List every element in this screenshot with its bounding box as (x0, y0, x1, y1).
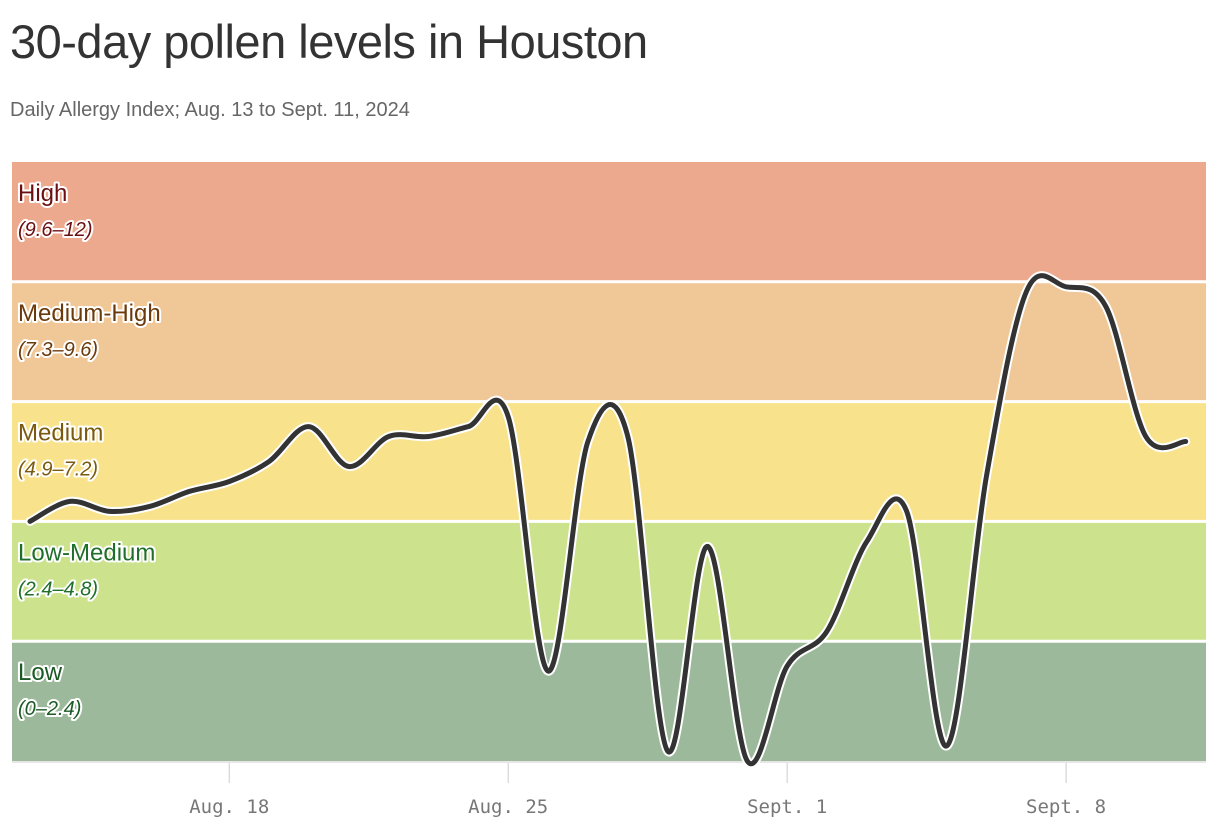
band-range-label: (7.3–9.6) (18, 339, 98, 361)
band-high (12, 162, 1206, 282)
data-point (462, 421, 474, 433)
data-point (383, 431, 395, 443)
data-point (423, 431, 435, 443)
data-point (1060, 281, 1072, 293)
data-point (702, 540, 714, 552)
band-low-medium (12, 521, 1206, 642)
data-point (741, 755, 753, 767)
data-point (24, 515, 36, 527)
x-tick-label: Sept. 1 (747, 796, 827, 818)
data-point (542, 665, 554, 677)
data-point (861, 535, 873, 547)
chart-subtitle: Daily Allergy Index; Aug. 13 to Sept. 11… (10, 99, 410, 121)
data-point (781, 660, 793, 672)
data-point (1020, 286, 1032, 298)
chart-title: 30-day pollen levels in Houston (10, 15, 648, 68)
data-point (1100, 301, 1112, 313)
data-point (144, 500, 156, 512)
data-point (980, 471, 992, 483)
x-tick-label: Sept. 8 (1026, 796, 1106, 818)
data-point (821, 625, 833, 637)
band-range-label: (4.9–7.2) (18, 459, 98, 481)
band-label: Medium-High (18, 300, 161, 327)
data-point (901, 505, 913, 517)
band-range-label: (9.6–12) (18, 219, 93, 241)
band-medium (12, 401, 1206, 522)
x-axis: Aug. 18 Aug. 25 Sept. 1 Sept. 8 (12, 761, 1206, 818)
band-label: Low (18, 659, 63, 686)
data-point (941, 740, 953, 752)
data-point (622, 431, 634, 443)
data-point (343, 461, 355, 473)
band-label: Medium (18, 420, 103, 447)
bands-layer: High (9.6–12) Medium-High (7.3–9.6) Medium (4… (12, 162, 1206, 761)
x-tick-label: Aug. 25 (468, 796, 548, 818)
band-label: Low-Medium (18, 539, 155, 566)
data-point (183, 485, 195, 497)
data-point (303, 421, 315, 433)
x-tick-label: Aug. 18 (189, 796, 269, 818)
data-point (662, 745, 674, 757)
series-line (27, 273, 1189, 767)
data-point (502, 411, 514, 423)
band-low (12, 641, 1206, 761)
band-range-label: (0–2.4) (18, 698, 81, 720)
line-layer (25, 271, 1191, 769)
data-point (64, 495, 76, 507)
data-point (263, 456, 275, 468)
data-point (1140, 431, 1152, 443)
band-label: High (18, 180, 67, 207)
data-point (1180, 436, 1192, 448)
band-range-label: (2.4–4.8) (18, 578, 98, 600)
data-point (582, 436, 594, 448)
data-point (104, 505, 116, 517)
data-point (223, 476, 235, 488)
